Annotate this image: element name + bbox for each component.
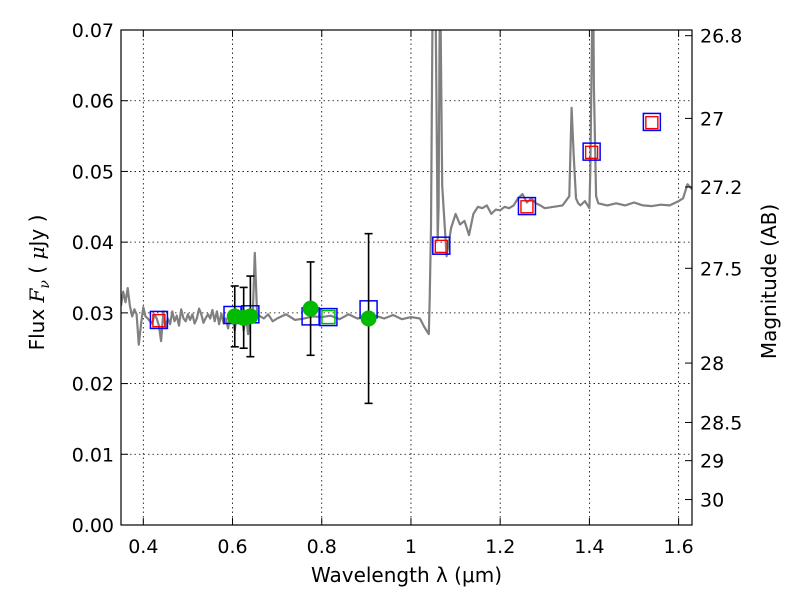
model-photometry-point [520, 200, 534, 214]
x-tick-label: 1.6 [664, 536, 694, 558]
axes-frame [120, 29, 693, 526]
y-tick-label: 0.02 [72, 374, 114, 396]
tick-layer: 0.4 0.6 0.8 1 1.2 1.4 1.6 0.00 0.01 0.02 0.03 0.04 0… [72, 20, 743, 558]
right-tick-label: 29 [700, 451, 724, 473]
y-axis-label-mu: μ [25, 247, 49, 260]
filter-band-point [319, 307, 338, 327]
right-axis-label: Magnitude (AB) [757, 204, 781, 359]
filter-band-point [517, 196, 537, 216]
green-photometry-point [321, 309, 336, 325]
model-photometry-point [584, 145, 599, 160]
y-tick-label: 0.01 [72, 444, 114, 466]
y-axis-label-part: Flux [25, 302, 49, 350]
x-tick-label: 1.2 [485, 536, 515, 558]
y-tick-label: 0.03 [72, 303, 114, 325]
observed-photometry-point [302, 300, 319, 317]
y-tick-label: 0.04 [72, 232, 114, 254]
right-tick-label: 28 [700, 353, 724, 375]
spectrum-line [121, 30, 692, 346]
y-axis-label-part: ( [25, 260, 49, 281]
y-tick-label: 0.06 [72, 91, 114, 113]
y-axis-label-symbol: F [25, 287, 49, 303]
right-tick-label: 30 [700, 490, 724, 512]
x-axis-label: Wavelength λ (μm) [311, 563, 502, 587]
x-tick-label: 0.8 [307, 536, 337, 558]
x-tick-label: 0.4 [128, 536, 158, 558]
observed-photometry-point [242, 308, 259, 325]
x-tick-label: 1 [405, 536, 417, 558]
right-tick-label: 27.2 [700, 177, 742, 199]
filter-band-point [642, 112, 662, 132]
x-tick-label: 0.6 [217, 536, 247, 558]
y-axis-label: Flux Fν ( μJy ) [25, 215, 53, 351]
y-axis-label-subscript: ν [37, 280, 53, 289]
observed-photometry-point [360, 310, 377, 327]
filter-band-point [149, 310, 169, 330]
filter-band-point [582, 142, 601, 161]
right-tick-label: 28.5 [700, 412, 742, 434]
x-tick-label: 1.4 [574, 536, 604, 558]
model-photometry-point [434, 239, 448, 254]
series-clip-group [121, 30, 692, 405]
right-tick-label: 27.5 [700, 258, 742, 280]
series-layer [121, 30, 692, 405]
right-tick-label: 27 [700, 108, 724, 130]
filter-band-point [432, 236, 451, 255]
y-tick-label: 0.00 [72, 515, 114, 537]
y-tick-label: 0.07 [72, 20, 114, 42]
model-photometry-point [152, 313, 166, 328]
model-photometry-point [645, 115, 659, 130]
y-axis-label-part: Jy ) [25, 215, 49, 249]
right-tick-label: 26.8 [700, 26, 742, 48]
y-tick-label: 0.05 [72, 161, 114, 183]
